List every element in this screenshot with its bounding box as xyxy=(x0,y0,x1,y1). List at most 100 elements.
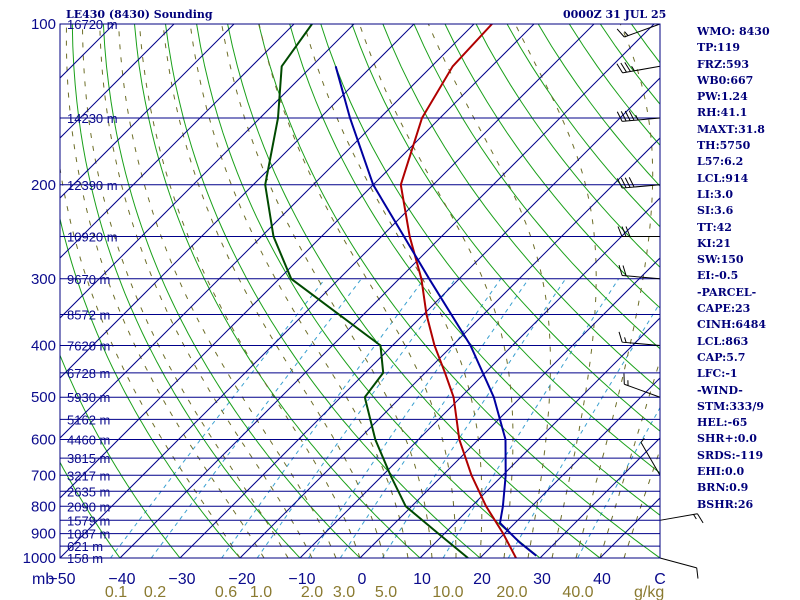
temperature-tick-label: −20 xyxy=(228,571,255,588)
height-label: 8572 m xyxy=(67,308,110,323)
height-label: 9670 m xyxy=(67,272,110,287)
barb-feather xyxy=(622,265,627,276)
index-item: WB0:667 xyxy=(697,73,754,87)
pressure-unit-label: mb xyxy=(32,571,54,588)
height-label: 621 m xyxy=(67,539,103,554)
index-item: -WIND- xyxy=(697,383,743,397)
barb-feather xyxy=(616,178,623,189)
isotherm-line xyxy=(359,257,660,558)
barb-staff xyxy=(622,65,661,74)
temperature-tick-label: 30 xyxy=(533,571,551,588)
dry-adiabats xyxy=(60,24,660,558)
height-label: 6728 m xyxy=(67,366,110,381)
isotherm-line xyxy=(239,137,660,558)
temperature-tick-label: −50 xyxy=(48,571,75,588)
barb-staff xyxy=(622,341,661,346)
index-item: CAPE:23 xyxy=(697,302,751,316)
wind-barb xyxy=(623,373,661,398)
barb-staff xyxy=(622,117,661,122)
isotherm-line xyxy=(539,437,660,558)
barb-feather xyxy=(624,177,631,188)
moist-adiabat xyxy=(189,24,409,558)
index-item: CAP:5.7 xyxy=(697,350,746,364)
barb-feather xyxy=(616,63,624,74)
mixing-ratio-line xyxy=(221,278,425,558)
mixing-ratio-line xyxy=(339,278,530,558)
index-item: TP:119 xyxy=(697,41,741,55)
height-label: 5930 m xyxy=(67,390,110,405)
index-item: BRN:0.9 xyxy=(697,481,749,495)
index-item: STM:333/9 xyxy=(697,399,764,413)
isotherms xyxy=(60,24,660,558)
mixing-ratio-tick-label: 20.0 xyxy=(496,584,527,600)
barb-feather xyxy=(696,513,704,524)
moist-adiabat xyxy=(575,24,654,558)
barb-feather xyxy=(628,177,635,188)
isotherm-line xyxy=(419,317,660,558)
dry-adiabat xyxy=(227,24,601,558)
barb-feather xyxy=(618,265,623,276)
barb-feather xyxy=(620,111,627,122)
temperature-tick-label: −40 xyxy=(108,571,135,588)
station-title: LE430 (8430) Sounding xyxy=(66,8,213,21)
height-label: 14230 m xyxy=(67,111,118,126)
temperature-tick-label: 0 xyxy=(358,571,367,588)
height-label: 3815 m xyxy=(67,451,110,466)
index-item: EI:-0.5 xyxy=(697,269,739,283)
wind-barb xyxy=(618,265,661,280)
index-item: BSHR:26 xyxy=(697,497,754,511)
height-label: 12390 m xyxy=(67,178,118,193)
isotherm-line xyxy=(60,24,295,259)
isotherm-line xyxy=(60,24,235,199)
wind-barb xyxy=(616,23,661,38)
mixing-ratio-line xyxy=(150,278,362,558)
barb-staff xyxy=(622,274,661,280)
barb-half-feather xyxy=(640,437,645,443)
isotherm-line xyxy=(60,24,595,558)
dry-adiabat xyxy=(165,24,481,558)
moist-adiabat xyxy=(303,24,483,558)
barb-half-feather xyxy=(624,337,627,343)
parcel-profile xyxy=(334,66,537,557)
isotherm-line xyxy=(119,24,655,558)
mixing-ratio-tick-label: 10.0 xyxy=(432,584,463,600)
mixing-ratio-line xyxy=(110,278,326,558)
isotherm-line xyxy=(60,24,475,439)
index-item: MAXT:31.8 xyxy=(697,122,765,136)
barb-staff xyxy=(659,513,698,521)
plot-frame xyxy=(59,23,661,559)
wind-barb xyxy=(616,177,661,189)
index-item: EHI:0.0 xyxy=(697,465,745,479)
index-item: CINH:6484 xyxy=(697,318,767,332)
mixing-ratio-unit-label: g/kg xyxy=(634,584,664,600)
mixing-ratio-line xyxy=(308,278,502,558)
barb-half-feather xyxy=(624,31,629,36)
index-item: SRDS:-119 xyxy=(697,448,764,462)
pressure-tick-label: 500 xyxy=(31,389,56,406)
height-label: 10920 m xyxy=(67,229,118,244)
barb-feather xyxy=(628,110,635,121)
pressure-tick-label: 600 xyxy=(31,432,56,449)
index-item: LCL:914 xyxy=(697,171,749,185)
isotherm-line xyxy=(60,24,355,319)
barb-feather xyxy=(616,28,625,38)
wind-barb xyxy=(659,513,704,524)
barb-feather xyxy=(620,62,627,73)
mixing-ratio-tick-label: 5.0 xyxy=(375,584,397,600)
mixing-ratio-tick-label: 1.0 xyxy=(250,584,272,600)
wind-barbs xyxy=(616,23,704,579)
barb-staff xyxy=(622,184,661,189)
height-label: 2635 m xyxy=(67,484,110,499)
mixing-ratio-tick-label: 2.0 xyxy=(301,584,323,600)
index-item: TT:42 xyxy=(697,220,732,234)
height-label: 7620 m xyxy=(67,339,110,354)
barb-staff xyxy=(624,23,661,38)
index-item: TH:5750 xyxy=(697,139,751,153)
temperature-tick-label: −30 xyxy=(168,571,195,588)
height-label: 1579 m xyxy=(67,513,110,528)
temperature-tick-label: 10 xyxy=(413,571,431,588)
temperature-tick-label: 20 xyxy=(473,571,491,588)
height-label: 5162 m xyxy=(67,412,110,427)
